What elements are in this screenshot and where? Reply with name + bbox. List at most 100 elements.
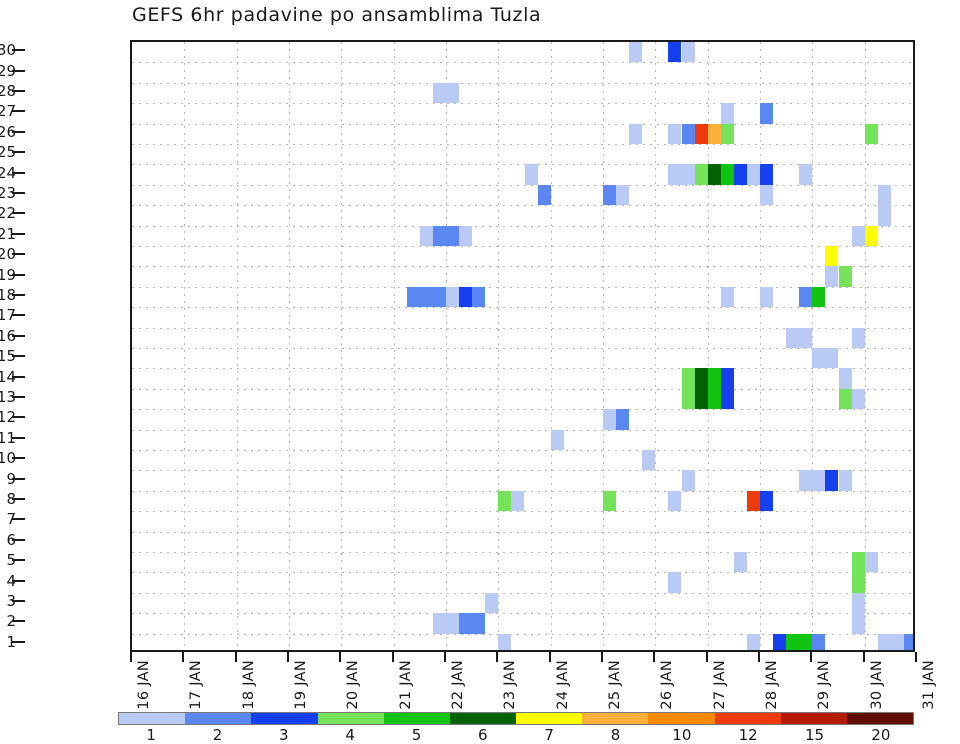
grid-line-vertical — [707, 42, 709, 650]
x-tick-mark — [601, 652, 603, 662]
y-tick-label: 14 — [0, 367, 16, 386]
grid-line-horizontal — [132, 409, 913, 411]
x-tick-mark — [548, 652, 551, 662]
colorbar-tick-label: 10 — [672, 726, 692, 744]
grid-line-horizontal — [132, 450, 913, 451]
heatmap-cell — [733, 552, 747, 573]
heatmap-cell — [616, 184, 630, 206]
y-tick-mark — [12, 151, 25, 154]
grid-line-vertical — [289, 42, 290, 650]
grid-lines — [132, 42, 913, 650]
heatmap-cell — [720, 123, 734, 144]
heatmap-cell — [616, 409, 630, 430]
grid-line-vertical — [446, 42, 447, 650]
y-tick-mark — [12, 457, 25, 460]
grid-line-horizontal — [132, 368, 913, 370]
y-tick-mark — [12, 396, 25, 398]
colorbar-tick-label: 3 — [279, 726, 289, 744]
x-tick-mark — [391, 652, 394, 662]
colorbar-tick-label: 7 — [544, 726, 554, 744]
grid-line-horizontal — [132, 62, 913, 64]
y-tick-mark — [12, 600, 25, 602]
heatmap-cell — [537, 184, 551, 206]
y-tick-label: 8 — [6, 490, 16, 508]
heatmap-cell — [851, 572, 865, 593]
heatmap-cell — [720, 388, 734, 410]
y-tick-label: 23 — [0, 184, 16, 202]
heatmap-cell — [459, 286, 473, 308]
heatmap-cell — [851, 592, 865, 614]
heatmap-cell — [707, 388, 721, 410]
heatmap-cell — [668, 123, 682, 144]
grid-line-vertical — [603, 42, 604, 650]
heatmap-cell — [864, 552, 878, 573]
heatmap-cell — [668, 164, 695, 185]
heatmap-cell — [760, 286, 774, 308]
grid-line-vertical — [550, 42, 552, 650]
heatmap-cell — [707, 368, 721, 389]
x-tick-label: 29 JAN — [816, 660, 833, 710]
chart-title: GEFS 6hr padavine po ansamblima Tuzla — [132, 4, 542, 26]
heatmap-cell — [851, 327, 865, 348]
y-tick-mark — [12, 579, 25, 582]
colorbar-tick-label: 8 — [610, 726, 621, 744]
y-tick-mark — [12, 334, 25, 337]
heatmap-cell — [681, 368, 695, 389]
heatmap-cell — [786, 327, 813, 348]
heatmap-cell — [903, 633, 913, 650]
colorbar-tick-label: 2 — [212, 726, 223, 744]
heatmap-cell — [511, 490, 525, 512]
heatmap-cell — [472, 286, 486, 308]
grid-line-vertical — [812, 42, 814, 650]
heatmap-cell — [668, 490, 682, 512]
heatmap-cell — [838, 470, 852, 491]
y-tick-mark — [12, 498, 25, 500]
heatmap-cell — [799, 286, 813, 308]
heatmap-cell — [681, 470, 695, 491]
grid-line-horizontal — [132, 123, 913, 125]
heatmap-cell — [838, 368, 852, 389]
y-tick-label: 25 — [0, 143, 16, 162]
heatmap-cell — [603, 184, 617, 206]
colorbar-swatch — [846, 713, 914, 724]
y-tick-label: 12 — [0, 408, 16, 427]
y-tick-label: 30 — [0, 41, 16, 60]
y-tick-mark — [12, 110, 25, 113]
y-tick-mark — [12, 294, 25, 296]
y-tick-label: 16 — [0, 326, 16, 345]
heatmap-cell — [720, 103, 734, 124]
y-tick-mark — [12, 375, 25, 378]
grid-line-horizontal — [132, 388, 913, 390]
x-tick-label: 31 JAN — [921, 660, 937, 710]
heatmap-cell — [760, 490, 774, 512]
heatmap-cell — [432, 225, 460, 246]
x-tick-mark — [915, 652, 917, 662]
y-tick-mark — [12, 171, 25, 174]
heatmap-cell — [825, 246, 839, 267]
y-tick-mark — [12, 620, 25, 623]
colorbar-tick-label: 1 — [146, 726, 156, 744]
x-tick-mark — [862, 652, 865, 662]
y-tick-label: 26 — [0, 122, 16, 141]
grid-line-horizontal — [132, 82, 913, 84]
colorbar-labels: 1 2 3 4 5 6 7 8 10 12 15 20 — [118, 726, 914, 744]
colorbar-swatch — [714, 713, 781, 724]
heatmap-cell — [707, 164, 721, 185]
grid-line-horizontal — [132, 552, 913, 553]
heatmap-cell — [760, 164, 774, 185]
x-tick-label: 17 JAN — [188, 660, 205, 710]
x-tick-mark — [444, 652, 446, 662]
heatmap-cell — [681, 42, 695, 63]
y-tick-mark — [12, 49, 25, 52]
heatmap-cell — [864, 225, 878, 246]
grid-line-horizontal — [132, 184, 913, 186]
heatmap-cell — [446, 82, 460, 104]
heatmap-cell — [851, 613, 865, 634]
heatmap-cell — [707, 123, 721, 144]
x-tick-label: 18 JAN — [240, 660, 257, 710]
colorbar-tick-label: 12 — [738, 726, 758, 744]
y-tick-label: 7 — [6, 510, 16, 528]
grid-line-horizontal — [132, 592, 913, 594]
